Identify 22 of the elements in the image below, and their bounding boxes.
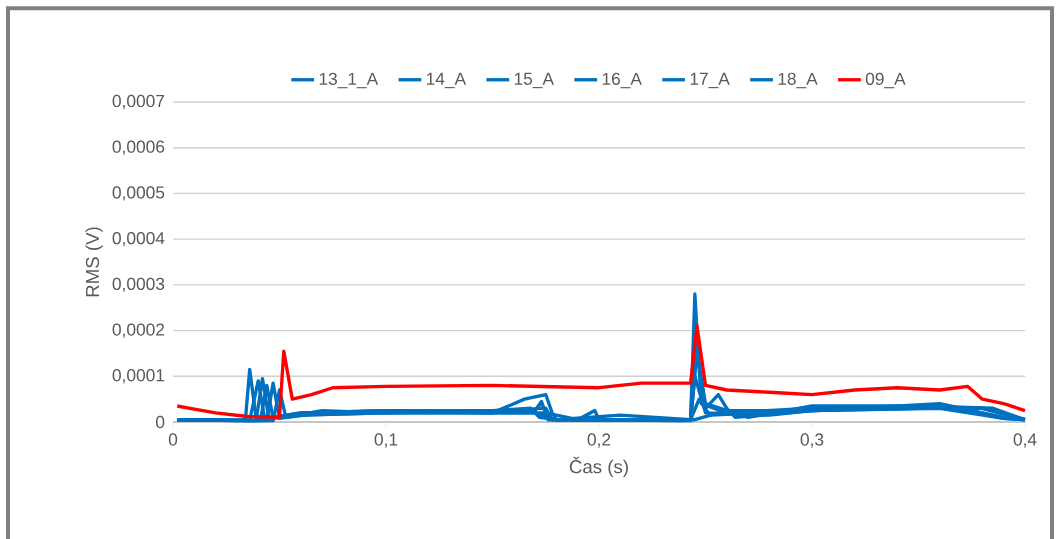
y-tick-label: 0,0002 xyxy=(112,323,165,338)
y-axis-title: RMS (V) xyxy=(85,227,103,297)
x-tick-label: 0 xyxy=(168,433,178,446)
legend-label: 13_1_A xyxy=(319,72,379,89)
x-tick-label: 0,1 xyxy=(374,433,398,448)
y-tick-label: 0,0005 xyxy=(112,186,165,201)
y-tick-label: 0,0003 xyxy=(112,277,165,293)
legend-label: 18_A xyxy=(778,72,818,89)
x-axis-title: Čas (s) xyxy=(569,456,628,478)
y-tick-label: 0,0004 xyxy=(112,231,165,247)
legend-label: 16_A xyxy=(602,72,642,89)
legend-label: 17_A xyxy=(690,72,730,89)
legend-label: 14_A xyxy=(426,72,467,89)
x-tick-label: 0,2 xyxy=(587,433,611,448)
y-tick-label: 0,0006 xyxy=(112,140,165,155)
y-tick-label: 0,0001 xyxy=(112,369,165,384)
x-tick-label: 0,3 xyxy=(800,433,824,448)
y-tick-label: 0,0007 xyxy=(112,94,165,110)
x-tick-label: 0,4 xyxy=(1013,433,1037,448)
legend-label: 15_A xyxy=(514,72,554,89)
legend-label: 09_A xyxy=(865,72,906,89)
y-tick-label: 0 xyxy=(155,415,165,429)
